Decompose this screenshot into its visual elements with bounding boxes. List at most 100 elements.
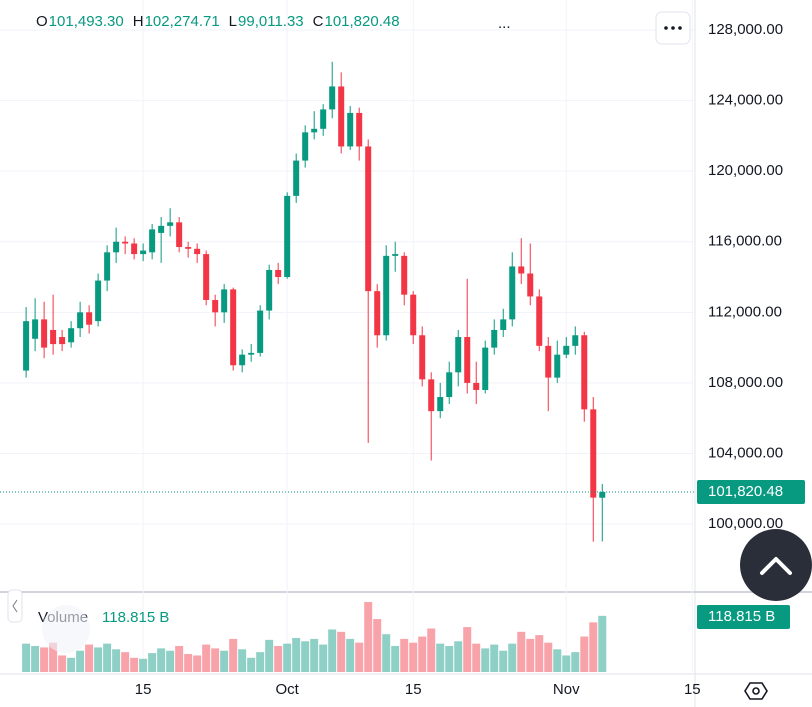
x-tick-label: Oct: [276, 681, 300, 698]
candle-body: [581, 335, 588, 410]
y-tick-label: 108,000.00: [708, 374, 783, 391]
last-price-label: 101,820.48: [708, 483, 783, 500]
volume-bar: [301, 641, 310, 672]
volume-bar: [499, 650, 508, 672]
volume-bar: [409, 642, 418, 672]
candle-body: [41, 319, 48, 348]
volume-axis-label: 118.815 B: [708, 608, 775, 625]
volume-bar: [265, 639, 274, 672]
dot: [678, 26, 682, 30]
volume-value: 118.815 B: [102, 609, 169, 626]
volume-bar: [166, 650, 175, 672]
candle-body: [383, 255, 390, 336]
x-tick-label: 15: [135, 681, 152, 698]
candle-body: [374, 291, 381, 336]
candle-body: [347, 112, 354, 147]
x-tick-label: 15: [405, 681, 422, 698]
dot: [671, 26, 675, 30]
volume-bar: [40, 647, 49, 672]
candle-body: [239, 354, 246, 366]
volume-bar: [544, 642, 553, 672]
volume-bar: [157, 648, 166, 672]
volume-bar: [337, 631, 346, 672]
candles: [23, 61, 606, 542]
candle-body: [545, 345, 552, 378]
candle-body: [509, 266, 516, 320]
volume-bar: [463, 627, 472, 672]
candle-body: [554, 354, 561, 378]
volume-bar: [526, 638, 535, 672]
volume-bar: [193, 655, 202, 672]
volume-bar: [283, 643, 292, 672]
candle-body: [401, 255, 408, 295]
volume-bar: [571, 652, 580, 672]
volume-bar: [139, 658, 148, 672]
collapse-button[interactable]: [7, 589, 23, 623]
candle-body: [140, 250, 147, 255]
scroll-top-button[interactable]: [740, 529, 812, 601]
volume-bar: [580, 636, 589, 672]
volume-bar: [94, 647, 103, 672]
volume-bar: [400, 638, 409, 672]
candle-body: [185, 247, 192, 249]
candle-body: [257, 310, 264, 353]
candle-body: [95, 280, 102, 322]
volume-bar: [589, 622, 598, 672]
header-value: 101,820.48: [324, 13, 399, 30]
scroll-top-icon: [760, 557, 792, 575]
volume-box: [697, 605, 790, 629]
volume-bar: [49, 642, 58, 672]
volume-bar: [67, 657, 76, 672]
candle-body: [194, 248, 201, 255]
volume-bar: [121, 652, 130, 672]
candle-body: [572, 335, 579, 346]
candle-body: [464, 337, 471, 383]
volume-bar: [148, 653, 157, 672]
candle-body: [392, 254, 399, 256]
volume-bar: [256, 652, 265, 672]
candle-body: [518, 266, 525, 274]
volume-bar: [490, 644, 499, 672]
x-tick-label: 15: [684, 681, 701, 698]
volume-bar: [364, 602, 373, 672]
settings-icon[interactable]: [744, 682, 768, 700]
volume-bar: [454, 641, 463, 672]
candle-body: [491, 329, 498, 348]
candle-body: [176, 222, 183, 248]
dot: [664, 26, 668, 30]
candle-body: [131, 243, 138, 255]
volume-bar: [238, 649, 247, 672]
candle-body: [338, 86, 345, 147]
candle-body: [527, 273, 534, 297]
candle-body: [86, 312, 93, 325]
candle-body: [563, 345, 570, 355]
header-key: C: [313, 13, 324, 30]
volume-bar: [427, 628, 436, 672]
candle-body: [590, 409, 597, 498]
candle-body: [410, 294, 417, 336]
volume-bar: [436, 643, 445, 672]
volume-bar: [229, 638, 238, 672]
candle-body: [473, 382, 480, 390]
volume-bar: [418, 636, 427, 672]
volume-bar: [391, 646, 400, 672]
y-tick-label: 120,000.00: [708, 162, 783, 179]
volume-bar: [508, 643, 517, 672]
header-key: O: [36, 13, 48, 30]
candle-body: [203, 254, 210, 300]
candle-body: [266, 269, 273, 311]
x-tick-label: Nov: [553, 681, 580, 698]
candle-body: [599, 491, 606, 498]
candle-body: [500, 319, 507, 330]
volume-bar: [22, 643, 31, 672]
candle-body: [158, 225, 165, 233]
candle-body: [59, 337, 66, 345]
candle-body: [68, 328, 75, 343]
volume-bar: [598, 615, 607, 672]
candle-body: [32, 319, 39, 339]
volume-bar: [328, 629, 337, 672]
volume-bar: [58, 655, 67, 672]
y-tick-label: 112,000.00: [708, 303, 782, 320]
candle-body: [167, 222, 174, 226]
candle-body: [419, 335, 426, 380]
